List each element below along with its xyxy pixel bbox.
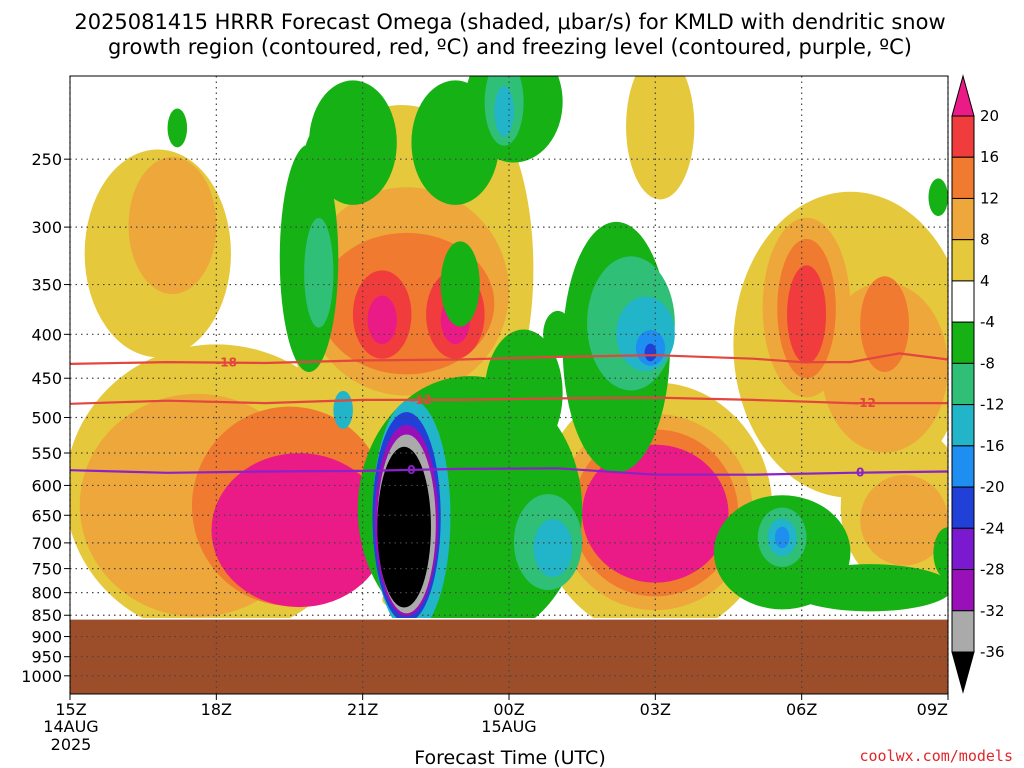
x-tick-label: 09Z: [917, 700, 948, 719]
colorbar-swatch: [951, 239, 975, 282]
colorbar-tick-label: 16: [980, 148, 999, 166]
y-tick-label: 1000: [21, 667, 62, 686]
omega-region: [367, 295, 397, 345]
credit-link[interactable]: coolwx.com/models: [859, 747, 1013, 765]
colorbar-swatch: [951, 445, 975, 488]
x-axis-label: Forecast Time (UTC): [414, 747, 605, 768]
omega-region: [860, 475, 948, 566]
colorbar-swatch: [951, 197, 975, 241]
y-tick-label: 600: [31, 476, 62, 495]
colorbar-legend: 20 16 12 8 4 -4 -8 -12 -16 -20 -24 -28 -32 -36: [951, 74, 1005, 694]
y-tick-label: 900: [31, 628, 62, 647]
colorbar-swatch: [951, 486, 975, 529]
omega-region: [644, 343, 657, 362]
y-tick-label: 950: [31, 648, 62, 667]
colorbar-swatch: [951, 280, 975, 323]
omega-region: [440, 241, 480, 327]
omega-shading: [70, 76, 948, 618]
x-tick-label: 06Z: [786, 700, 817, 719]
x-tick-label: 18Z: [201, 700, 232, 719]
colorbar-tick-label: -16: [980, 437, 1005, 455]
contour-line--12: [69, 396, 948, 405]
x-tick-date: 15AUG: [481, 717, 536, 736]
pressure-axis: 250 300 350 400 450 500 550 600 650 700 750 800 850 9…: [21, 150, 70, 686]
colorbar-tick-label: -12: [980, 396, 1005, 414]
colorbar-tick-label: 8: [980, 231, 990, 249]
omega-region: [128, 157, 217, 295]
y-tick-label: 750: [31, 560, 62, 579]
omega-region: [494, 85, 514, 137]
colorbar-swatch: [951, 569, 975, 612]
colorbar-tick-label: -8: [980, 354, 995, 372]
colorbar-swatch: [951, 362, 975, 406]
x-tick-label: 03Z: [640, 700, 671, 719]
y-tick-label: 500: [31, 408, 62, 427]
y-tick-label: 300: [31, 218, 62, 237]
omega-region: [860, 276, 909, 372]
omega-region: [333, 390, 353, 429]
y-tick-label: 650: [31, 506, 62, 525]
colorbar-tick-label: 4: [980, 272, 990, 290]
colorbar-tick-label: -24: [980, 519, 1005, 537]
omega-region: [309, 80, 397, 205]
y-tick-label: 450: [31, 369, 62, 388]
x-tick-year: 2025: [51, 735, 92, 754]
plot-gridlines: [69, 76, 949, 694]
colorbar-tick-label: -20: [980, 478, 1005, 496]
omega-region: [774, 526, 790, 549]
y-tick-label: 700: [31, 534, 62, 553]
y-tick-label: 550: [31, 444, 62, 463]
x-tick-label: 21Z: [347, 700, 378, 719]
ground-below-surface: [70, 619, 948, 694]
y-tick-label: 800: [31, 584, 62, 603]
x-tick-label: 00Z: [493, 700, 524, 719]
contour-label: 0: [407, 463, 415, 477]
y-tick-label: 350: [31, 276, 62, 295]
contour-line--18: [69, 352, 949, 365]
colorbar-tick-label: -4: [980, 313, 995, 331]
omega-region: [626, 76, 695, 200]
colorbar-top-cap: [951, 74, 975, 117]
contour-label: 0: [856, 466, 864, 480]
omega-region: [304, 217, 334, 328]
colorbar-tick-label: 12: [980, 189, 999, 207]
contour-label: -12: [854, 396, 876, 410]
omega-region: [582, 444, 729, 583]
colorbar-swatch: [951, 115, 975, 158]
x-tick-label: 15Z: [55, 700, 86, 719]
colorbar-swatch: [951, 404, 975, 447]
colorbar-swatch: [951, 527, 975, 571]
omega-region: [167, 108, 188, 148]
omega-region: [533, 519, 573, 577]
contour-label: -18: [215, 356, 237, 370]
omega-region: [787, 564, 948, 612]
y-tick-label: 400: [31, 325, 62, 344]
y-tick-label: 250: [31, 150, 62, 169]
contour-line-0: [69, 467, 949, 476]
colorbar-swatch: [951, 156, 975, 199]
omega-region: [484, 329, 563, 457]
colorbar-tick-label: -32: [980, 602, 1005, 620]
contour-label: -12: [410, 393, 432, 407]
chart-title-line1: 2025081415 HRRR Forecast Omega (shaded, …: [74, 10, 945, 34]
omega-region: [933, 527, 948, 580]
omega-region: [377, 446, 431, 608]
chart-title-line2: growth region (contoured, red, ºC) and f…: [108, 35, 912, 59]
colorbar-bottom-cap: [951, 651, 975, 694]
colorbar-tick-label: 20: [980, 107, 999, 125]
temperature-contours: -18 -12 -12 0 0: [69, 352, 949, 480]
colorbar-swatch: [951, 321, 975, 364]
omega-region: [211, 453, 388, 608]
omega-region: [787, 265, 827, 364]
colorbar-swatch: [951, 610, 975, 653]
x-tick-date: 14AUG: [43, 717, 98, 736]
colorbar-tick-label: -28: [980, 561, 1005, 579]
omega-region: [928, 178, 948, 217]
colorbar-tick-label: -36: [980, 643, 1005, 661]
y-tick-label: 850: [31, 606, 62, 625]
